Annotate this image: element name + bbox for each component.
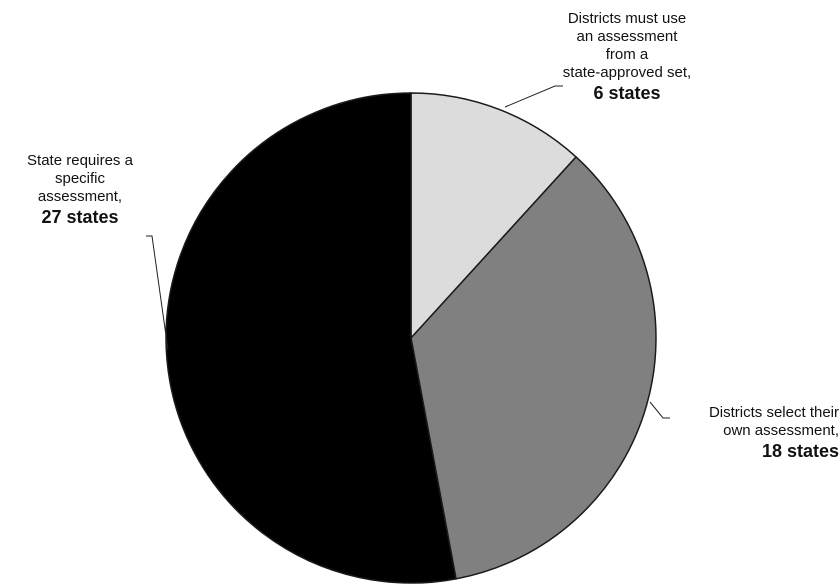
leader-lines bbox=[146, 85, 670, 419]
leader-line-1 bbox=[649, 401, 670, 419]
slice-label-1-line-0: Districts select their bbox=[708, 404, 839, 421]
slice-label-2: State requires a specific assessment, 27… bbox=[0, 152, 160, 228]
leader-line-2 bbox=[146, 235, 169, 351]
slice-label-0-line-0: Districts must use bbox=[567, 10, 687, 27]
slice-label-2-line-1: specific bbox=[54, 170, 106, 187]
slice-label-0-line-2: from a bbox=[605, 46, 649, 63]
leader-line-0 bbox=[504, 85, 563, 108]
slice-label-1: Districts select their own assessment, 1… bbox=[668, 404, 839, 462]
slice-label-2-line-2: assessment, bbox=[37, 188, 123, 205]
slice-label-0: Districts must use an assessment from a … bbox=[537, 10, 717, 104]
slice-label-1-line-1: own assessment, bbox=[723, 422, 839, 439]
pie-slices bbox=[165, 92, 657, 584]
slice-label-0-line-1: an assessment bbox=[576, 28, 678, 45]
slice-label-2-line-0: State requires a bbox=[27, 152, 133, 169]
pie-slice-1 bbox=[410, 155, 657, 580]
slice-count-2: 27 states bbox=[41, 207, 119, 227]
pie-slice-0 bbox=[410, 92, 578, 340]
pie-slice-2 bbox=[165, 92, 457, 584]
slice-count-1: 18 states bbox=[761, 441, 839, 461]
slice-count-0: 6 states bbox=[593, 83, 661, 103]
slice-label-0-line-3: state-approved set, bbox=[562, 64, 692, 81]
